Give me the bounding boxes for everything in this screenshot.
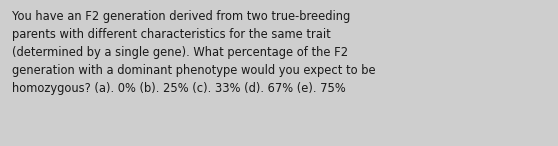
Text: You have an F2 generation derived from two true-breeding
parents with different : You have an F2 generation derived from t… <box>12 10 376 95</box>
